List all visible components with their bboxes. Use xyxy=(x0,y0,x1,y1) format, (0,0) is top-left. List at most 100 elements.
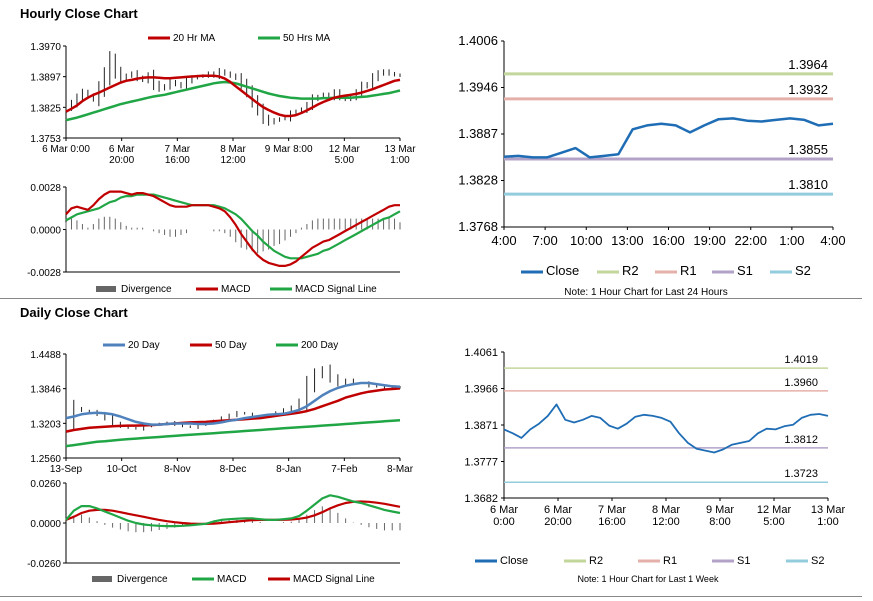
daily-legend-ma200-label: 200 Day xyxy=(301,340,338,351)
hourly-price-ytick-label: 1.3897 xyxy=(30,73,61,84)
hourly-price-xtick-label: 12 Mar 5:00 xyxy=(329,144,361,166)
daily-price-ytick-label: 1.3203 xyxy=(30,419,61,430)
hourly-price-xtick-label: 6 Mar 20:00 xyxy=(109,144,135,166)
daily-price-xtick-label: 8-Jan xyxy=(276,464,301,475)
daily-price-ytick-label: 1.3846 xyxy=(30,385,61,396)
daily-macd-ytick-label: 0.0000 xyxy=(30,519,61,530)
daily-level-r2-label: 1.4019 xyxy=(784,354,818,366)
hourly-macd-legend-divergence-swatch xyxy=(96,286,116,292)
hourly-ma50-line xyxy=(65,80,401,122)
hourly-levels-note: Note: 1 Hour Chart for Last 24 Hours xyxy=(564,287,727,298)
hourly-level-r2-label: 1.3964 xyxy=(788,57,828,72)
hourly-macd-ytick-label: -0.0028 xyxy=(27,268,61,279)
hourly-levels-ytick-label: 1.3828 xyxy=(458,173,498,188)
hourly-legend-ma20-label: 20 Hr MA xyxy=(173,33,216,44)
hourly-close-line xyxy=(503,117,834,159)
hourly-levels-xtick-label: 4:00 xyxy=(491,233,516,248)
daily-levels-legend-r2-label: R2 xyxy=(589,555,603,567)
hourly-levels-xtick-label: 4:00 xyxy=(820,233,845,248)
hourly-levels-xtick-label: 13:00 xyxy=(611,233,644,248)
hourly-levels-xtick-label: 19:00 xyxy=(693,233,726,248)
bottom-divider xyxy=(0,596,862,597)
daily-levels-xtick-label: 6 Mar 20:00 xyxy=(544,504,572,528)
daily-levels-xtick-label: 12 Mar 5:00 xyxy=(757,504,792,528)
daily-level-r1-label: 1.3960 xyxy=(784,377,818,389)
hourly-macd-ytick-label: 0.0028 xyxy=(30,183,61,194)
daily-macd-legend-macd-label: MACD xyxy=(217,574,246,585)
hourly-macd-legend-macd-label: MACD xyxy=(221,284,250,295)
daily-level-s2-label: 1.3723 xyxy=(784,468,818,480)
daily-price-xtick-label: 8-Dec xyxy=(220,464,247,475)
daily-levels-ytick-label: 1.3966 xyxy=(464,384,498,396)
daily-price-xtick-label: 13-Sep xyxy=(50,464,83,475)
daily-levels-legend-close-label: Close xyxy=(500,555,528,567)
daily-macd-signal-line xyxy=(65,500,401,526)
daily-macd-ytick-label: -0.0260 xyxy=(27,559,61,570)
hourly-levels-ytick-label: 1.3768 xyxy=(458,219,498,234)
hourly-section-title: Hourly Close Chart xyxy=(20,6,138,21)
daily-macd-legend-divergence-label: Divergence xyxy=(117,574,168,585)
daily-levels-xtick-label: 8 Mar 12:00 xyxy=(652,504,680,528)
daily-levels-xtick-label: 6 Mar 0:00 xyxy=(490,504,518,528)
daily-price-xtick-label: 8-Nov xyxy=(164,464,191,475)
hourly-levels-legend-r2-label: R2 xyxy=(622,263,639,278)
hourly-levels-xtick-label: 1:00 xyxy=(779,233,804,248)
daily-ma20-line xyxy=(65,381,401,426)
hourly-price-ytick-label: 1.3970 xyxy=(30,42,61,53)
daily-macd-legend-signal-label: MACD Signal Line xyxy=(293,574,375,585)
daily-close-line xyxy=(503,403,829,454)
daily-section-title: Daily Close Chart xyxy=(20,305,128,320)
daily-levels-ytick-label: 1.3871 xyxy=(464,420,498,432)
hourly-macd-legend-divergence-label: Divergence xyxy=(121,284,172,295)
hourly-price-xtick-label: 13 Mar 1:00 xyxy=(384,144,416,166)
hourly-macd-ytick-label: 0.0000 xyxy=(30,226,61,237)
daily-levels-ytick-label: 1.4061 xyxy=(464,347,498,359)
daily-levels-ytick-label: 1.3682 xyxy=(464,493,498,505)
hourly-levels-xtick-label: 7:00 xyxy=(532,233,557,248)
hourly-levels-legend-r1-label: R1 xyxy=(680,263,697,278)
daily-levels-note: Note: 1 Hour Chart for Last 1 Week xyxy=(578,574,719,584)
daily-levels-legend-s2-label: S2 xyxy=(811,555,824,567)
hourly-price-xtick-label: 7 Mar 16:00 xyxy=(165,144,191,166)
daily-price-xtick-label: 8-Mar xyxy=(387,464,414,475)
hourly-levels-legend-s1-label: S1 xyxy=(737,263,753,278)
daily-levels-legend-r1-label: R1 xyxy=(663,555,677,567)
daily-levels-xtick-label: 7 Mar 16:00 xyxy=(598,504,626,528)
hourly-levels-xtick-label: 10:00 xyxy=(570,233,603,248)
hourly-price-xtick-label: 8 Mar 12:00 xyxy=(220,144,246,166)
daily-ma200-line xyxy=(65,418,401,448)
daily-macd-ytick-label: 0.0260 xyxy=(30,479,61,490)
hourly-level-r1-label: 1.3932 xyxy=(788,82,828,97)
hourly-levels-ytick-label: 1.4006 xyxy=(458,33,498,48)
hourly-legend-ma50-label: 50 Hrs MA xyxy=(283,33,331,44)
hourly-level-s1-label: 1.3855 xyxy=(788,142,828,157)
hourly-level-s2-label: 1.3810 xyxy=(788,177,828,192)
hourly-levels-ytick-label: 1.3887 xyxy=(458,126,498,141)
daily-price-ytick-label: 1.2560 xyxy=(30,454,61,465)
hourly-price-ytick-label: 1.3753 xyxy=(30,134,61,145)
daily-legend-ma20-label: 20 Day xyxy=(128,340,160,351)
daily-ma50-line xyxy=(65,387,401,433)
hourly-levels-xtick-label: 16:00 xyxy=(652,233,685,248)
section-divider xyxy=(0,298,862,299)
daily-macd-line xyxy=(65,494,401,528)
daily-levels-xtick-label: 13 Mar 1:00 xyxy=(811,504,846,528)
hourly-price-xtick-label: 6 Mar 0:00 xyxy=(42,144,90,155)
hourly-macd-line xyxy=(65,190,400,267)
hourly-levels-xtick-label: 22:00 xyxy=(734,233,767,248)
daily-macd-legend-divergence-swatch xyxy=(92,576,112,582)
daily-price-xtick-label: 10-Oct xyxy=(107,464,137,475)
hourly-levels-legend-close-label: Close xyxy=(546,263,579,278)
hourly-price-ytick-label: 1.3825 xyxy=(30,103,61,114)
daily-legend-ma50-label: 50 Day xyxy=(215,340,247,351)
hourly-macd-legend-signal-label: MACD Signal Line xyxy=(295,284,377,295)
hourly-macd-signal-line xyxy=(65,193,401,260)
hourly-levels-legend-s2-label: S2 xyxy=(795,263,811,278)
daily-levels-xtick-label: 9 Mar 8:00 xyxy=(706,504,734,528)
hourly-ma20-line xyxy=(65,74,401,118)
daily-price-xtick-label: 7-Feb xyxy=(331,464,358,475)
daily-level-s1-label: 1.3812 xyxy=(784,434,818,446)
daily-price-ytick-label: 1.4488 xyxy=(30,350,61,361)
daily-levels-legend-s1-label: S1 xyxy=(737,555,750,567)
